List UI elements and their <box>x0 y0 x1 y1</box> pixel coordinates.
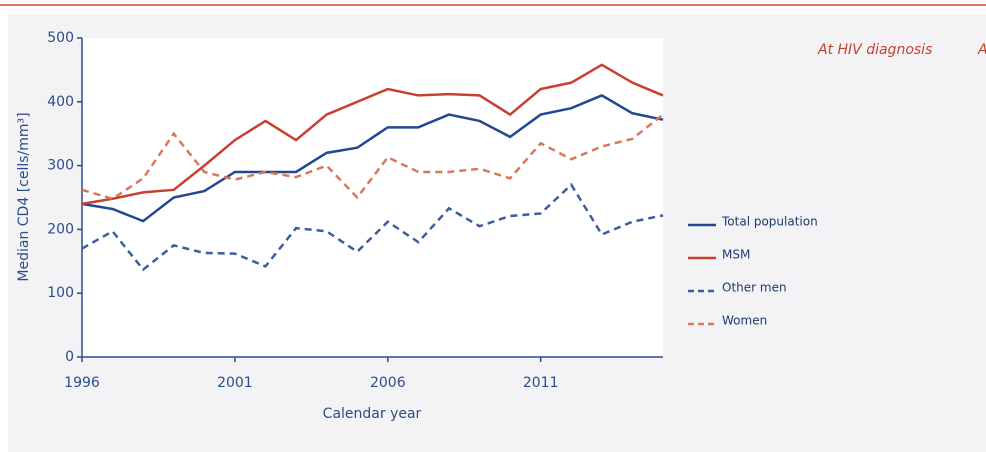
series-line <box>81 182 664 272</box>
x-tick-label: 1996 <box>64 375 100 391</box>
y-tick-label: 200 <box>47 221 74 237</box>
tab-label: A <box>977 42 986 58</box>
series-line <box>81 94 664 223</box>
legend-label: MSM <box>722 248 750 262</box>
y-tick-label: 300 <box>47 158 74 174</box>
y-axis-label: Median CD4 [cells/mm³] <box>16 112 32 281</box>
plot-area <box>82 38 663 357</box>
y-tick-label: 100 <box>47 285 74 301</box>
tab-label: At HIV diagnosis <box>817 42 932 58</box>
legend-label: Other men <box>722 281 787 295</box>
y-tick-label: 500 <box>47 30 74 46</box>
x-axis-label: Calendar year <box>323 406 422 422</box>
legend-label: Total population <box>721 215 818 229</box>
legend-label: Women <box>722 314 767 328</box>
x-tick-label: 2006 <box>370 375 406 391</box>
series-line <box>81 63 664 206</box>
x-tick-label: 2001 <box>217 375 253 391</box>
y-tick-label: 400 <box>47 94 74 110</box>
x-tick-label: 2011 <box>523 375 559 391</box>
y-tick-label: 0 <box>65 349 74 365</box>
